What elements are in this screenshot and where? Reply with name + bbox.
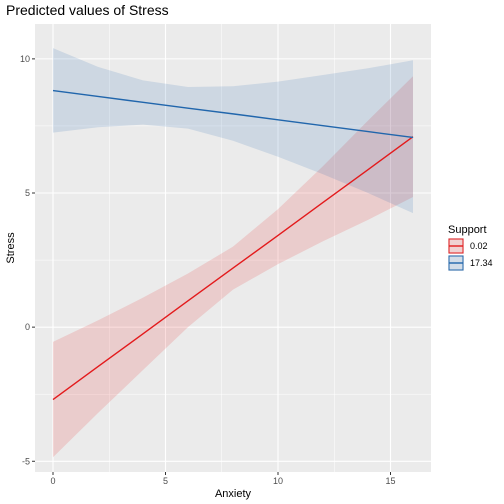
- y-axis: -5 0 5 10: [20, 54, 35, 466]
- chart-title: Predicted values of Stress: [6, 2, 169, 18]
- y-tick-label: -5: [22, 456, 30, 466]
- y-tick-label: 10: [20, 54, 30, 64]
- ci-ribbon-series-2: [53, 48, 413, 214]
- x-tick-label: 10: [273, 476, 283, 486]
- line-series-1: [52, 136, 414, 401]
- series-lines: [52, 89, 414, 401]
- y-tick-label: 0: [25, 322, 30, 332]
- line-series-2: [52, 89, 414, 139]
- minor-gridlines: [35, 24, 431, 472]
- y-tick-label: 5: [25, 188, 30, 198]
- x-axis: 0 5 10 15: [50, 472, 396, 486]
- legend: Support 0.02 17.34: [448, 224, 493, 271]
- legend-label: 0.02: [470, 241, 488, 251]
- x-tick-label: 5: [163, 476, 168, 486]
- y-axis-title: Stress: [5, 232, 17, 264]
- legend-title: Support: [448, 224, 487, 236]
- x-tick-label: 0: [50, 476, 55, 486]
- confidence-ribbons: [53, 48, 413, 458]
- x-tick-label: 15: [385, 476, 395, 486]
- x-axis-title: Anxiety: [215, 488, 252, 500]
- plot-panel: [35, 24, 431, 472]
- major-gridlines: [35, 24, 431, 472]
- legend-label: 17.34: [470, 258, 493, 268]
- ci-ribbon-series-1: [53, 76, 413, 458]
